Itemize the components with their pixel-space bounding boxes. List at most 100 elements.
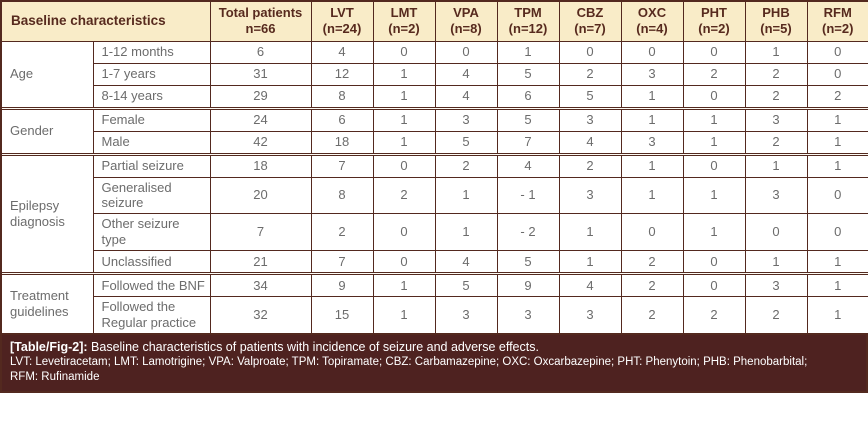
value-cell: 1 [682,108,746,132]
value-cell: 5 [558,84,622,108]
value-cell: 2 [310,213,374,251]
table-row: Treatment guidelines Followed the BNF 34 9 1… [0,273,868,335]
value-cell: 3 [744,273,808,297]
value-cell: 7 [496,130,560,154]
column-header-line2: n=66 [245,21,276,37]
column-header: PHB (n=5) [744,0,808,42]
value-cell: 1 [620,176,684,215]
row-label-cell: Unclassified [92,249,211,273]
value-cell: 4 [558,273,622,297]
value-cell: 3 [434,295,498,335]
baseline-characteristics-table: Baseline characteristics Total patients n=… [0,0,868,335]
column-header-line2: (n=2) [388,21,420,37]
value-cell: 1 [372,108,436,132]
value-cell: 3 [496,295,560,335]
value-cell: 1 [620,84,684,108]
table-row: Epilepsy diagnosis Partial seizure 18 7 0 2 4 2… [0,154,868,273]
value-cell: 2 [372,176,436,215]
value-cell: - 1 [496,176,560,215]
value-cell: 2 [806,84,868,108]
column-header-line1: Total patients [218,5,303,20]
column-header-line2: (n=4) [636,21,668,37]
value-cell: 1 [620,154,684,178]
value-cell: 1 [806,273,868,297]
value-cell: 0 [806,213,868,251]
column-header: TPM (n=12) [496,0,560,42]
value-cell: 5 [434,273,498,297]
value-cell: 15 [310,295,374,335]
column-header-line2: (n=24) [322,21,362,37]
table-header: Baseline characteristics Total patients n=… [0,0,868,42]
value-cell: 31 [209,62,312,86]
value-cell: 0 [806,176,868,215]
value-cell: 1 [682,213,746,251]
table-row: Age 1-12 months 6 4 0 0 1 0 0 0 1 0 [0,40,868,108]
value-cell: 1 [372,295,436,335]
value-cell: 0 [434,40,498,64]
value-cell: 1 [620,108,684,132]
value-cell: 2 [682,62,746,86]
group-label-cell: Epilepsy diagnosis [0,154,94,273]
header-row: Baseline characteristics Total patients n=… [0,0,868,42]
group-label-cell: Age [0,40,94,108]
row-label-cell: 1-12 months [92,40,211,64]
row-label-cell: Followed the Regular practice [92,295,211,335]
value-cell: 2 [744,62,808,86]
value-cell: 6 [310,108,374,132]
value-cell: 1 [744,154,808,178]
value-cell: 3 [558,295,622,335]
value-cell: 2 [620,249,684,273]
value-cell: 18 [209,154,312,178]
value-cell: 29 [209,84,312,108]
column-header-line1: VPA [453,5,479,20]
column-header-line1: PHB [762,5,790,20]
row-label-cell: Female [92,108,211,132]
column-header-line2: (n=5) [760,21,792,37]
figure-tag: [Table/Fig-2]: [10,339,88,354]
value-cell: 3 [744,176,808,215]
table-row: Gender Female 24 6 1 3 5 3 1 1 3 1 [0,108,868,154]
column-header: LMT (n=2) [372,0,436,42]
value-cell: 2 [558,154,622,178]
value-cell: 5 [496,249,560,273]
column-header-line2: (n=7) [574,21,606,37]
table-row: 8-14 years 29 8 1 4 6 5 1 0 2 2 [1,84,868,108]
value-cell: 1 [496,40,560,64]
value-cell: 0 [372,40,436,64]
value-cell: 3 [558,176,622,215]
value-cell: 2 [744,130,808,154]
value-cell: 1 [434,176,498,215]
value-cell: 1 [744,40,808,64]
value-cell: 1 [806,249,868,273]
table-row: Male 42 18 1 5 7 4 3 1 2 1 [1,130,868,154]
value-cell: 42 [209,130,312,154]
column-header-line1: OXC [637,5,667,20]
row-label-cell: Other seizure type [92,213,211,251]
column-header: PHT (n=2) [682,0,746,42]
value-cell: 1 [558,249,622,273]
value-cell: 1 [806,108,868,132]
value-cell: 2 [620,273,684,297]
value-cell: 0 [806,62,868,86]
value-cell: 0 [682,273,746,297]
value-cell: 0 [620,40,684,64]
value-cell: 3 [744,108,808,132]
value-cell: 0 [372,213,436,251]
value-cell: 7 [310,249,374,273]
value-cell: 3 [620,62,684,86]
column-header: Total patients n=66 [209,0,312,42]
value-cell: 0 [682,84,746,108]
value-cell: 0 [806,40,868,64]
column-header: VPA (n=8) [434,0,498,42]
table-row: Followed the Regular practice 32 15 1 3 3 3 2 2 2… [1,295,868,335]
caption-title-line: [Table/Fig-2]: Baseline characteristics … [10,340,858,356]
value-cell: 4 [434,62,498,86]
value-cell: 2 [620,295,684,335]
value-cell: 1 [434,213,498,251]
column-header-line1: TPM [514,5,542,20]
value-cell: 0 [682,154,746,178]
value-cell: 0 [372,154,436,178]
value-cell: 1 [372,130,436,154]
